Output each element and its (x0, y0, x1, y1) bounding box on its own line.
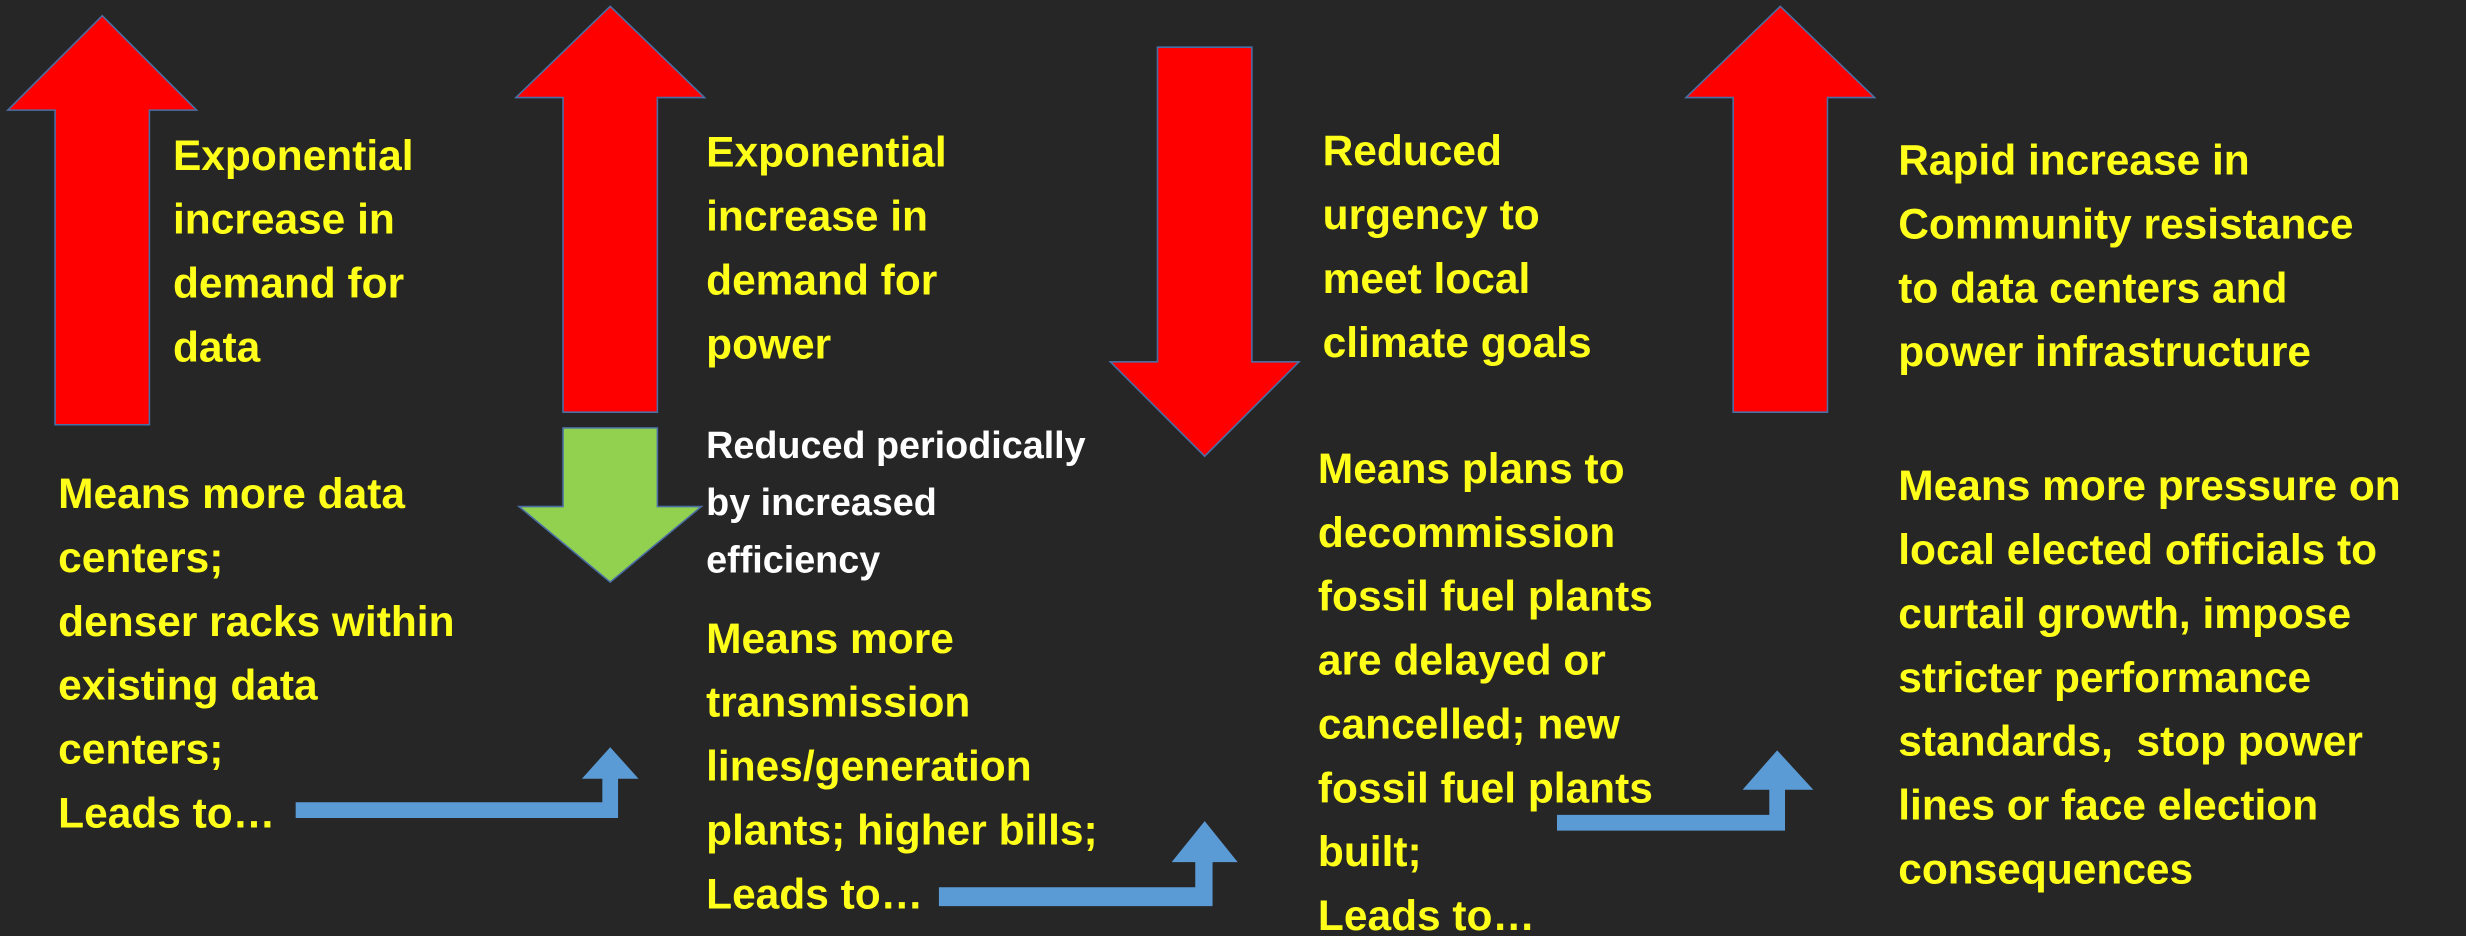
body-line: Means plans to (1318, 445, 1625, 492)
heading-line: demand for (173, 260, 404, 307)
heading-line: Community resistance (1898, 200, 2353, 247)
body-line: decommission (1318, 509, 1615, 556)
down-arrow (1108, 46, 1301, 458)
body-line: Leads to… (706, 870, 923, 917)
up-arrow (5, 14, 199, 426)
heading-line: Reduced (1323, 127, 1502, 174)
body-line: stricter performance (1898, 654, 2311, 701)
heading-line: Exponential (706, 129, 947, 176)
heading-line: Rapid increase in (1898, 137, 2250, 184)
body-line: consequences (1898, 845, 2193, 892)
body-line: Means more pressure on (1898, 462, 2400, 509)
body-line: denser racks within (58, 598, 454, 645)
heading-line: increase in (706, 193, 928, 240)
body-line: lines or face election (1898, 782, 2318, 829)
body-line: cancelled; new (1318, 700, 1621, 747)
heading-line: climate goals (1323, 319, 1592, 366)
bent-arrow (295, 747, 639, 819)
body-line: fossil fuel plants (1318, 573, 1653, 620)
heading-line: demand for (706, 256, 937, 303)
body-line: are delayed or (1318, 637, 1606, 684)
heading-line: Exponential (173, 132, 414, 179)
heading-line: data (173, 323, 261, 370)
up-arrow (1683, 5, 1877, 413)
body-line: centers; (58, 726, 223, 773)
body-line: Means more data (58, 470, 405, 517)
body-line: transmission (706, 679, 970, 726)
heading-line: power (706, 320, 831, 367)
bent-arrow (1556, 750, 1814, 831)
note-line: Reduced periodically (706, 424, 1086, 466)
bent-arrow (938, 821, 1238, 907)
body-line: built; (1318, 828, 1422, 875)
down-arrow (516, 427, 704, 584)
body-line: fossil fuel plants (1318, 764, 1653, 811)
up-arrow (513, 5, 707, 413)
heading-line: power infrastructure (1898, 328, 2311, 375)
note-line: by increased (706, 481, 937, 523)
body-line: lines/generation (706, 743, 1032, 790)
body-line: curtail growth, impose (1898, 590, 2351, 637)
body-line: Leads to… (1318, 892, 1535, 936)
heading-line: urgency to (1323, 191, 1540, 238)
body-line: Leads to… (58, 789, 275, 836)
note-line: efficiency (706, 539, 880, 581)
body-line: plants; higher bills; (706, 806, 1097, 853)
body-line: standards, stop power (1898, 718, 2363, 765)
body-line: existing data (58, 662, 318, 709)
body-line: local elected officials to (1898, 526, 2377, 573)
heading-line: to data centers and (1898, 264, 2287, 311)
heading-line: meet local (1323, 255, 1531, 302)
heading-line: increase in (173, 196, 395, 243)
body-line: Means more (706, 615, 954, 662)
body-line: centers; (58, 534, 223, 581)
